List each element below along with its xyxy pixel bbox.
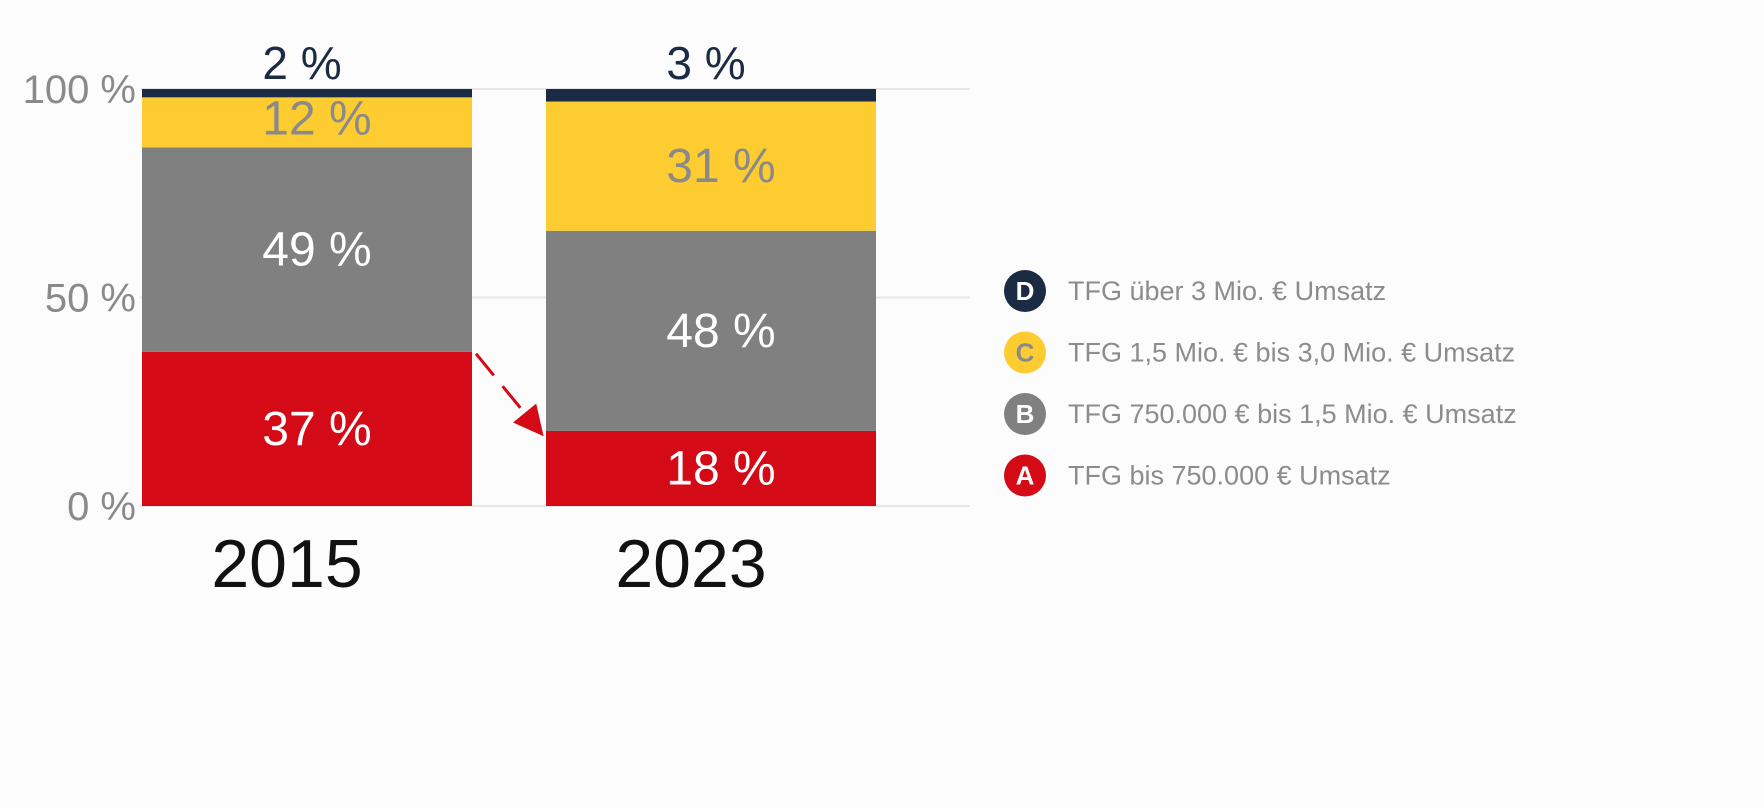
legend-letter-d: D [1016,276,1035,306]
legend-marker-a [1004,454,1046,497]
data-label-b-2015: 49 % [262,224,371,277]
legend-item-a: A TFG bis 750.000 € Umsatz [1004,454,1391,497]
legend-marker-b [1004,393,1046,435]
legend-label-a: TFG bis 750.000 € Umsatz [1068,461,1391,491]
legend-marker-c [1004,331,1046,374]
data-labels: 37 % 49 % 12 %2 % 18 % 48 % 31 % 3 % [262,37,775,495]
data-label-a-2023: 18 % [666,442,775,495]
bar-segment-b-2023 [546,230,876,431]
legend-label-d: TFG über 3 Mio. € Umsatz [1068,276,1386,306]
bar-segment-c-2023 [546,101,876,231]
legend-letter-c: C [1016,338,1035,368]
data-label-b-2023: 48 % [666,305,775,358]
data-label-a-2015: 37 % [262,403,371,456]
y-tick-label: 50 % [45,277,136,321]
category-label-2023: 2023 [615,526,766,602]
category-label-2015: 2015 [211,526,362,602]
data-label-d-2023: 3 % [666,37,745,89]
trend-arrow [474,352,544,437]
trend-arrow-line [474,352,544,437]
bar-segment-c-2015 [142,97,472,148]
bar-segment-d-2023 [546,89,876,102]
legend-letter-b: B [1016,399,1035,429]
legend-item-d: D TFG über 3 Mio. € Umsatz [1004,270,1386,312]
legend-label-c: TFG 1,5 Mio. € bis 3,0 Mio. € Umsatz [1068,338,1515,368]
legend-item-c: C TFG 1,5 Mio. € bis 3,0 Mio. € Umsatz [1004,331,1515,374]
bar-segment-d-2015 [142,89,472,98]
data-label-d-2015: 2 % [262,37,341,89]
legend-label-b: TFG 750.000 € bis 1,5 Mio. € Umsatz [1068,399,1517,429]
x-axis-categories: 2015 2023 [211,526,766,602]
data-label-c-2023: 31 % [666,140,775,193]
bar-segment-a-2023 [546,430,876,506]
y-axis-ticks: 0 % 50 % 100 % [23,68,136,529]
legend-marker-d [1004,270,1046,312]
y-tick-label: 0 % [67,485,136,529]
bars [142,89,876,506]
legend-item-b: B TFG 750.000 € bis 1,5 Mio. € Umsatz [1004,393,1517,435]
legend: D TFG über 3 Mio. € Umsatz C TFG 1,5 Mio. €… [1004,270,1517,497]
bar-segment-b-2015 [142,147,472,352]
y-tick-label: 100 % [23,68,136,112]
bar-segment-a-2015 [142,351,472,506]
data-label-c-2015: 12 % [262,92,371,145]
legend-letter-a: A [1016,461,1035,491]
